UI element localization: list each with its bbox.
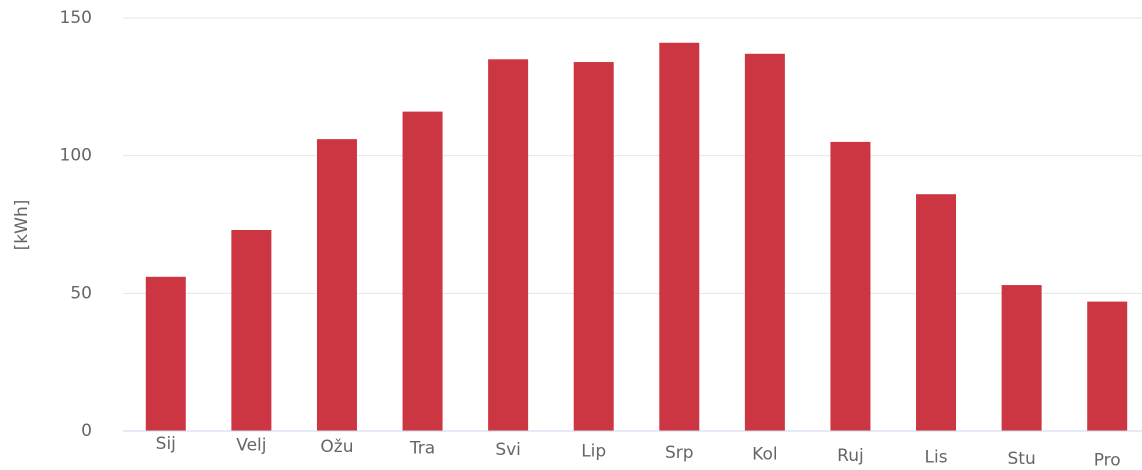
bar bbox=[1087, 301, 1128, 431]
bar bbox=[231, 230, 272, 431]
y-tick-label: 150 bbox=[60, 8, 92, 28]
bar bbox=[744, 53, 785, 431]
y-axis-label: [kWh] bbox=[12, 200, 32, 251]
y-tick-label: 100 bbox=[60, 146, 92, 166]
x-tick-label: Stu bbox=[1008, 449, 1036, 469]
bar bbox=[573, 62, 614, 431]
x-tick-label: Ožu bbox=[320, 437, 353, 457]
x-tick-label: Kol bbox=[752, 445, 777, 465]
x-tick-label: Velj bbox=[236, 436, 266, 456]
bar bbox=[830, 141, 871, 431]
x-tick-label: Svi bbox=[495, 440, 521, 460]
bar bbox=[316, 139, 357, 431]
bar bbox=[402, 111, 443, 431]
bar bbox=[145, 276, 186, 431]
x-tick-label: Lip bbox=[581, 442, 606, 462]
bar bbox=[916, 194, 957, 431]
x-tick-label: Sij bbox=[156, 434, 176, 454]
y-tick-label: 50 bbox=[70, 283, 92, 303]
x-tick-label: Srp bbox=[665, 443, 694, 463]
x-tick-label: Tra bbox=[409, 439, 435, 459]
x-tick-label: Pro bbox=[1094, 451, 1121, 470]
bar bbox=[659, 42, 700, 431]
bar bbox=[488, 59, 529, 432]
y-tick-label: 0 bbox=[81, 421, 92, 441]
x-tick-label: Ruj bbox=[837, 446, 864, 466]
bar bbox=[1001, 285, 1042, 431]
x-tick-label: Lis bbox=[925, 448, 948, 468]
